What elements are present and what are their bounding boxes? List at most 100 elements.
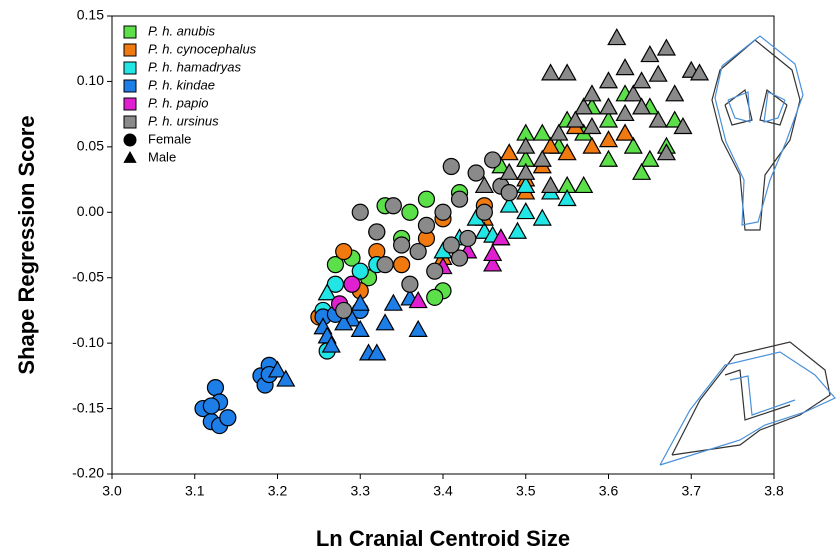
data-point [532,149,552,167]
data-point [598,71,619,89]
data-point [615,58,635,76]
y-tick-label: -0.15 [72,399,104,415]
data-point [516,162,536,180]
data-point [598,110,619,128]
data-point [565,110,585,128]
data-point [317,283,337,301]
data-point [459,229,477,248]
data-point [350,293,370,311]
data-point [648,64,668,82]
data-point [598,97,619,115]
data-point [334,313,354,331]
x-axis-title: Ln Cranial Centroid Size [316,526,570,551]
data-point [384,197,402,215]
y-tick-label: -0.10 [72,334,104,350]
data-point [516,136,536,154]
y-tick-label: 0.15 [77,7,104,23]
legend-label: Male [148,149,176,164]
legend-label: P. h. hamadryas [148,59,241,74]
data-point [557,63,577,81]
data-point [557,188,577,207]
data-point [409,242,427,261]
data-point [541,175,561,194]
data-point [467,164,485,182]
legend-swatch [123,97,137,111]
x-tick-label: 3.3 [351,483,371,499]
data-point [450,249,469,267]
data-point [491,228,511,246]
data-point [623,136,643,154]
x-tick-label: 3.4 [433,483,453,499]
data-point [574,175,594,194]
data-point [665,110,685,128]
x-tick-label: 3.5 [516,483,536,499]
data-point [383,293,403,311]
data-point [500,184,518,202]
y-tick-label: -0.05 [72,268,104,284]
data-point [351,203,369,221]
x-tick-label: 3.0 [102,483,122,499]
data-point [267,360,288,378]
legend-label: P. h. cynocephalus [148,41,257,56]
x-tick-label: 3.7 [682,483,702,499]
data-point [350,319,370,337]
y-axis-title: Shape Regression Score [14,115,39,374]
data-point [434,203,452,221]
data-point [532,208,552,226]
data-point [607,28,627,46]
data-point [541,136,561,154]
shape-diagram-front [711,35,804,231]
y-tick-label: 0.10 [77,72,104,88]
data-point [656,143,676,161]
data-point [408,319,428,337]
data-point [541,63,561,81]
legend-swatch [123,61,137,75]
data-point [549,123,569,141]
legend-label: P. h. anubis [148,23,215,38]
data-point [574,97,594,115]
y-tick-label: 0.05 [77,138,104,154]
data-point [557,143,577,161]
data-point [632,71,652,89]
legend-swatch [123,43,137,57]
data-point [442,157,460,176]
data-point [401,275,419,293]
data-point [516,175,536,194]
legend-swatch [123,79,137,93]
data-point [417,190,436,208]
data-point [426,288,444,306]
data-point [689,63,710,81]
y-tick-label: 0.00 [77,203,104,219]
legend-swatch [123,115,137,129]
data-point [507,221,528,239]
legend-marker [123,133,137,147]
data-point [532,123,552,141]
x-tick-label: 3.6 [599,483,619,499]
data-point [483,254,503,272]
data-point [219,409,237,427]
data-point [632,97,652,115]
data-point [516,202,536,220]
data-point [326,256,345,274]
data-point [393,236,411,254]
data-point [375,313,395,331]
data-point [598,149,619,167]
x-tick-label: 3.1 [185,483,205,499]
data-point [335,242,353,261]
data-point [335,301,353,320]
data-point [321,335,341,353]
data-point [499,162,519,180]
data-point [206,379,225,397]
x-tick-label: 3.2 [268,483,288,499]
legend-label: P. h. kindae [148,77,215,92]
data-point [367,343,387,361]
y-tick-label: -0.20 [72,465,104,481]
data-point [450,190,469,208]
data-point [376,256,394,274]
shape-diagram-lateral [659,341,836,466]
data-point [343,275,361,293]
data-point [351,262,369,280]
data-point [582,84,602,102]
data-point [393,256,411,274]
